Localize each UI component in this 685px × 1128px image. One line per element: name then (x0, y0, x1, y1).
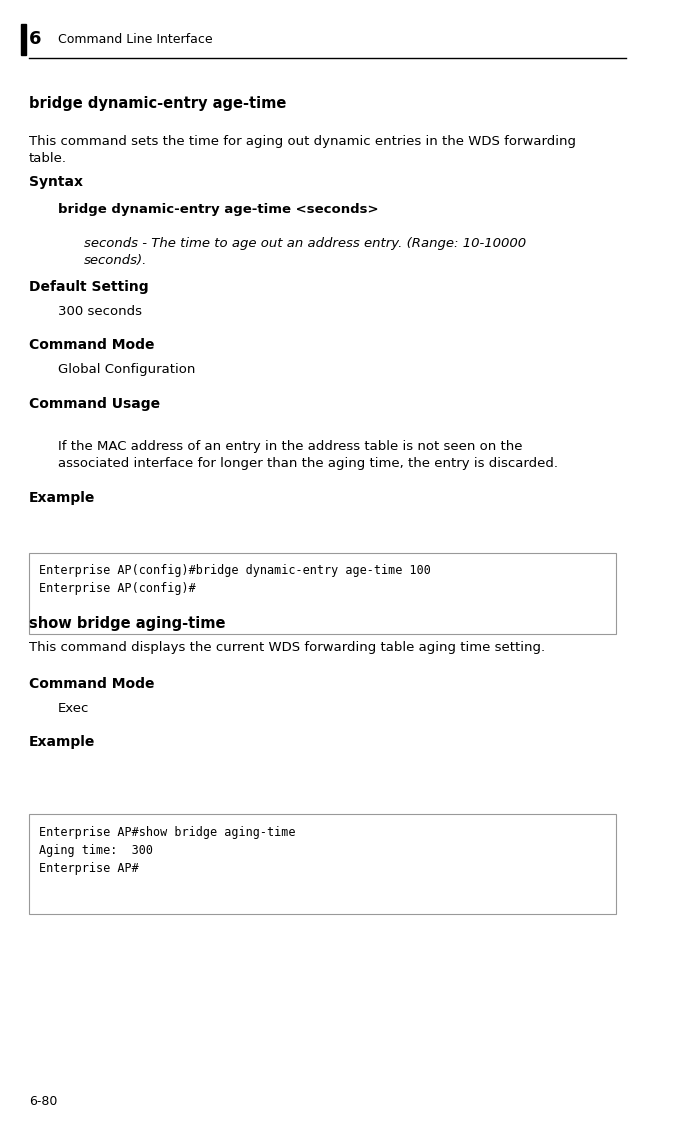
Text: Command Usage: Command Usage (29, 397, 160, 411)
Text: seconds - The time to age out an address entry. (Range: 10-10000
seconds).: seconds - The time to age out an address… (84, 237, 526, 267)
Text: If the MAC address of an entry in the address table is not seen on the
associate: If the MAC address of an entry in the ad… (58, 440, 558, 470)
Text: Enterprise AP(config)#bridge dynamic-entry age-time 100
Enterprise AP(config)#: Enterprise AP(config)#bridge dynamic-ent… (38, 564, 431, 594)
Bar (21, 24, 26, 55)
FancyBboxPatch shape (29, 814, 616, 914)
Text: 300 seconds: 300 seconds (58, 305, 142, 318)
Text: Exec: Exec (58, 702, 90, 715)
Text: bridge dynamic-entry age-time: bridge dynamic-entry age-time (29, 96, 286, 111)
Text: show bridge aging-time: show bridge aging-time (29, 616, 225, 631)
Text: Command Line Interface: Command Line Interface (58, 33, 212, 46)
Text: Example: Example (29, 491, 95, 504)
Text: This command sets the time for aging out dynamic entries in the WDS forwarding
t: This command sets the time for aging out… (29, 135, 576, 166)
Text: Example: Example (29, 735, 95, 749)
Text: Command Mode: Command Mode (29, 677, 155, 690)
Text: 6: 6 (29, 30, 42, 49)
Text: 6-80: 6-80 (29, 1094, 58, 1108)
Text: bridge dynamic-entry age-time <seconds>: bridge dynamic-entry age-time <seconds> (58, 203, 379, 217)
Text: Global Configuration: Global Configuration (58, 363, 195, 377)
Text: Default Setting: Default Setting (29, 280, 149, 293)
Text: Command Mode: Command Mode (29, 338, 155, 352)
Text: This command displays the current WDS forwarding table aging time setting.: This command displays the current WDS fo… (29, 641, 545, 654)
Text: Enterprise AP#show bridge aging-time
Aging time:  300
Enterprise AP#: Enterprise AP#show bridge aging-time Agi… (38, 826, 295, 874)
Text: Syntax: Syntax (29, 175, 83, 188)
FancyBboxPatch shape (29, 553, 616, 634)
